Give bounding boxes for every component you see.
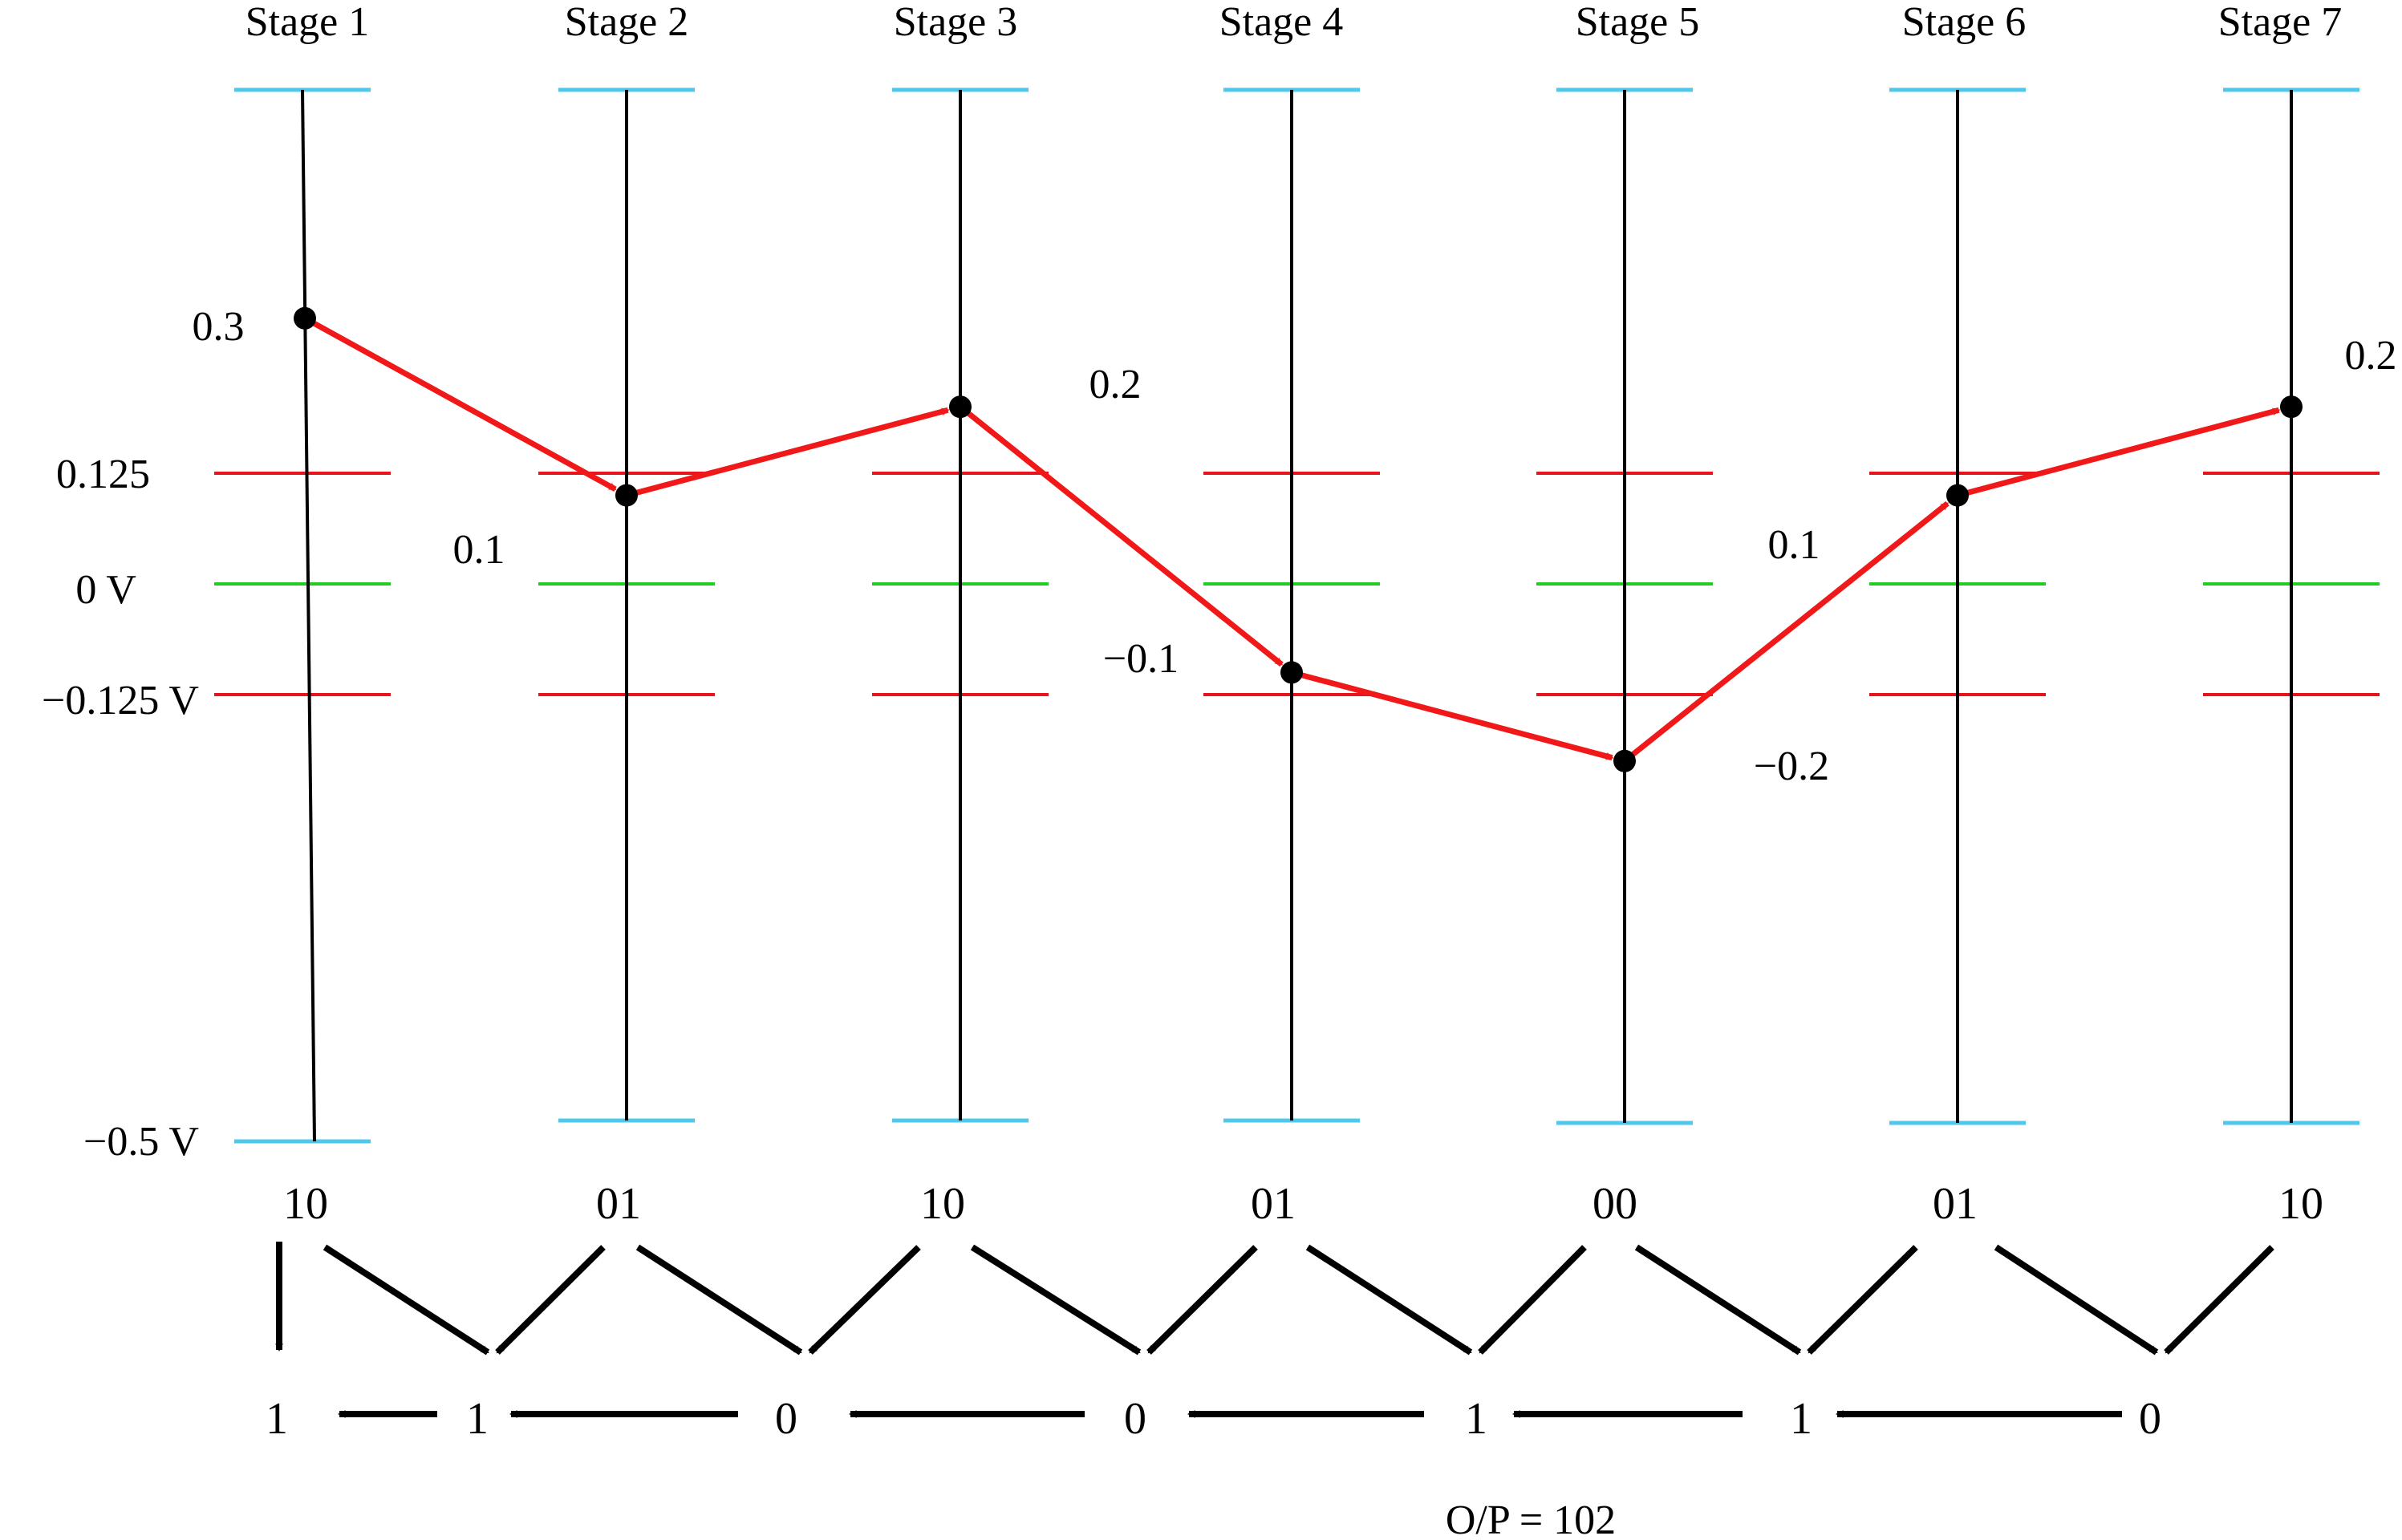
stage-titles: Stage 1 Stage 2 Stage 3 Stage 4 Stage 5 … [245, 0, 2343, 45]
residue-value-label: 0.3 [193, 304, 245, 350]
residue-trace-arrow [1957, 407, 2281, 498]
residue-points-layer [294, 306, 2303, 772]
residue-trace-arrow [303, 315, 617, 492]
zero-level-label: 0 V [75, 567, 136, 613]
lower-threshold-label: −0.125 V [42, 678, 199, 723]
residue-point [1613, 749, 1636, 772]
code-to-bit-arrow [635, 1244, 803, 1356]
level-labels: 0.125 0 V −0.125 V −0.5 V [42, 452, 199, 1165]
output-result-label: O/P = 102 [1446, 1497, 1616, 1540]
output-bit: 0 [1124, 1394, 1146, 1444]
residue-trace-arrow [958, 404, 1284, 667]
residue-value-labels: 0.3 0.1 0.2 −0.1 −0.2 0.1 0.2 [193, 304, 2397, 789]
code-to-bit-arrow [808, 1245, 921, 1355]
combination-arrows [275, 1242, 2274, 1356]
stage-title: Stage 6 [1902, 0, 2027, 45]
code-to-bit-arrow [970, 1244, 1142, 1356]
upper-threshold-label: 0.125 [56, 452, 150, 497]
stage-code: 01 [1933, 1179, 1978, 1229]
stage-code: 10 [920, 1179, 965, 1229]
stage-title: Stage 2 [565, 0, 689, 45]
code-to-bit-arrow [2164, 1245, 2274, 1355]
residue-trace-arrow [626, 407, 950, 498]
stage-title: Stage 5 [1576, 0, 1700, 45]
stage-title: Stage 4 [1219, 0, 1344, 45]
residue-point [615, 484, 638, 507]
code-to-bit-arrow [495, 1245, 606, 1355]
stage-rails-layer [301, 89, 2293, 1142]
stage-title: Stage 7 [2218, 0, 2343, 45]
residue-value-label: 0.1 [1768, 522, 1820, 568]
residue-point [2280, 395, 2303, 419]
output-bit: 0 [2139, 1394, 2161, 1444]
residue-value-label: 0.1 [453, 527, 505, 573]
residue-point [1946, 484, 1969, 507]
bottom-level-label: −0.5 V [83, 1119, 199, 1165]
residue-point [949, 395, 972, 419]
output-bit: 1 [1465, 1394, 1487, 1444]
output-bit: 1 [1790, 1394, 1812, 1444]
residue-trace-layer [303, 315, 2281, 764]
residue-value-label: 0.2 [2345, 333, 2397, 379]
code-to-bit-arrow [1146, 1245, 1258, 1355]
stage-code: 10 [2278, 1179, 2323, 1229]
stage-code: 01 [1251, 1179, 1296, 1229]
level-lines-layer [214, 87, 2380, 1144]
residue-point [294, 306, 316, 330]
output-bit: 0 [775, 1394, 797, 1444]
stage-code: 01 [596, 1179, 641, 1229]
code-to-bit-arrow [323, 1244, 490, 1356]
code-to-bit-arrow [1305, 1244, 1473, 1356]
output-bit: 1 [266, 1394, 288, 1444]
code-to-bit-arrow [1478, 1245, 1587, 1355]
residue-value-label: −0.2 [1754, 744, 1829, 789]
residue-point [1280, 661, 1303, 684]
output-bit: 1 [466, 1394, 489, 1444]
output-bits: 1 1 0 0 1 1 0 [266, 1394, 2161, 1444]
stage-code: 10 [283, 1179, 328, 1229]
code-to-bit-arrow [1634, 1244, 1802, 1356]
residue-value-label: −0.1 [1103, 636, 1179, 682]
stage-title: Stage 1 [245, 0, 370, 45]
residue-trace-arrow [1291, 670, 1614, 761]
stage-code: 00 [1593, 1179, 1637, 1229]
stage-codes: 10 01 10 01 00 01 10 [283, 1179, 2323, 1229]
residue-value-label: 0.2 [1089, 362, 1142, 407]
stage-title: Stage 3 [894, 0, 1018, 45]
residue-trace-arrow [1622, 500, 1950, 764]
code-to-bit-arrow [1807, 1245, 1918, 1355]
code-to-bit-arrow [1994, 1244, 2159, 1356]
stage-rail [301, 89, 316, 1142]
